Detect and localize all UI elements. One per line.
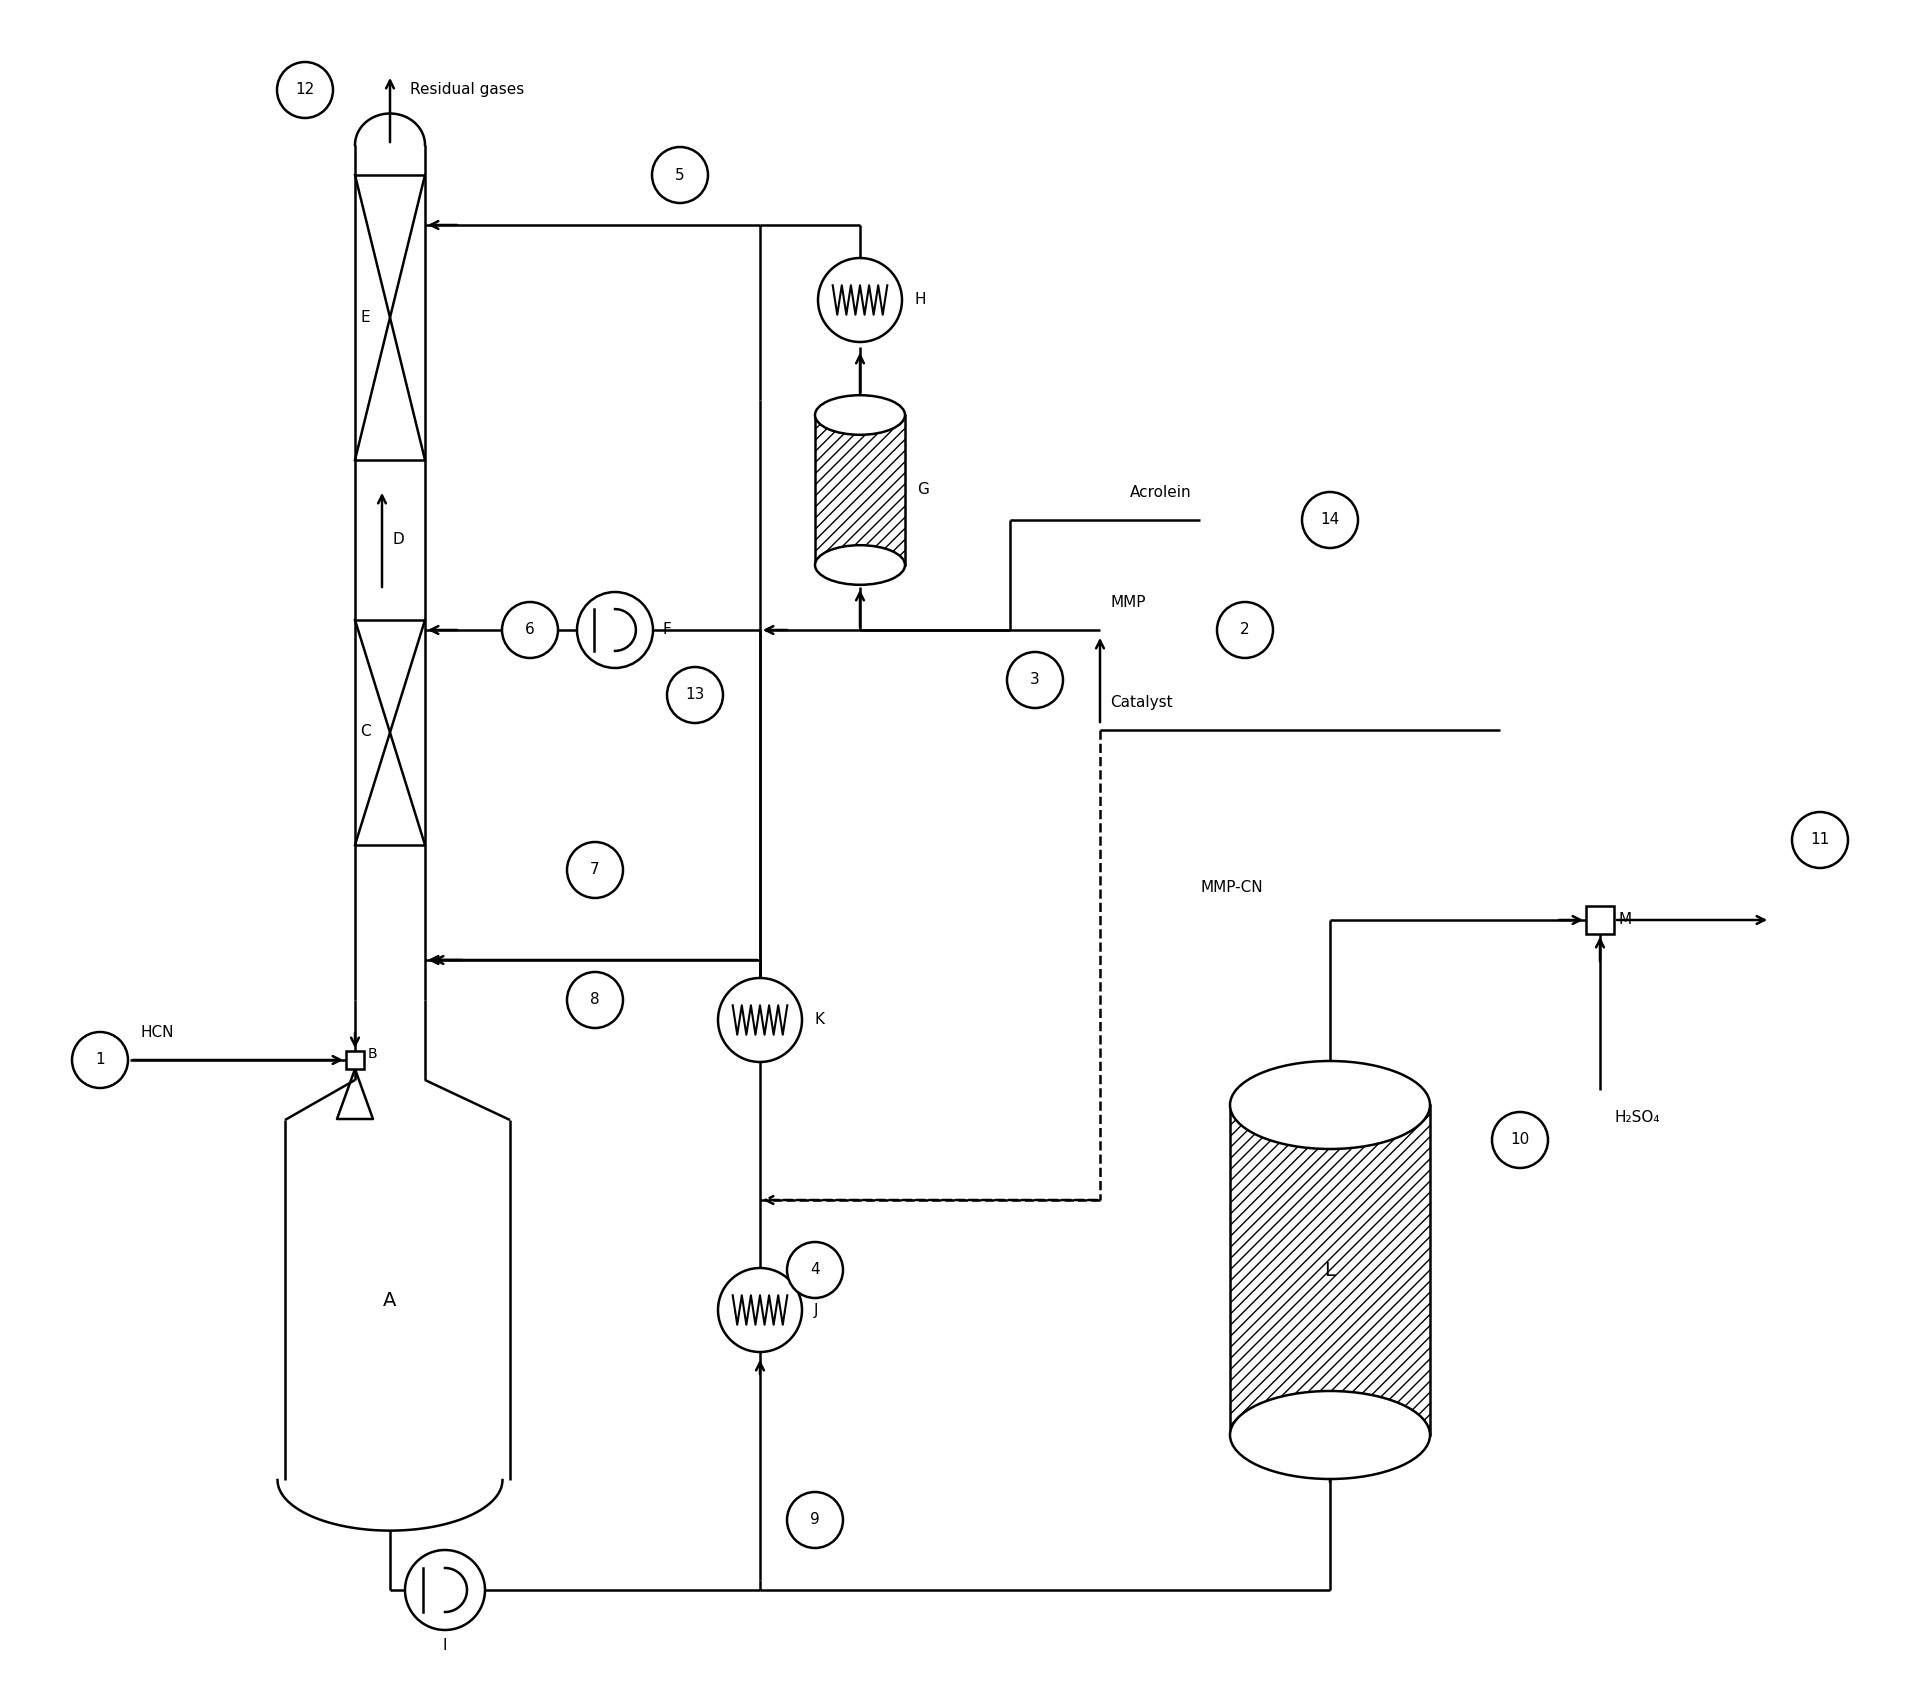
Circle shape: [652, 146, 708, 202]
Circle shape: [1303, 492, 1358, 548]
Text: 13: 13: [685, 687, 704, 703]
Circle shape: [406, 1550, 486, 1630]
Circle shape: [1217, 602, 1272, 658]
Text: 1: 1: [96, 1053, 105, 1068]
Bar: [815, 415, 905, 565]
Text: H: H: [914, 293, 926, 308]
Circle shape: [717, 1267, 802, 1352]
Text: F: F: [664, 623, 671, 638]
Text: M: M: [1618, 912, 1632, 927]
Text: 12: 12: [295, 83, 314, 97]
Ellipse shape: [1230, 1061, 1431, 1148]
Text: H₂SO₄: H₂SO₄: [1615, 1111, 1660, 1124]
Text: D: D: [392, 532, 404, 548]
Circle shape: [73, 1033, 128, 1089]
Text: MMP: MMP: [1110, 595, 1146, 611]
Circle shape: [786, 1242, 844, 1298]
Text: 9: 9: [809, 1512, 821, 1527]
Text: Residual gases: Residual gases: [409, 83, 524, 97]
Circle shape: [717, 978, 802, 1061]
Text: 7: 7: [591, 862, 601, 878]
Ellipse shape: [1230, 1391, 1431, 1478]
Circle shape: [1492, 1112, 1548, 1169]
Text: K: K: [815, 1012, 825, 1027]
Circle shape: [1006, 651, 1064, 708]
Text: 11: 11: [1810, 832, 1829, 847]
Text: Catalyst: Catalyst: [1110, 696, 1173, 709]
Circle shape: [1792, 811, 1848, 868]
Text: MMP-CN: MMP-CN: [1199, 879, 1263, 895]
Text: HCN: HCN: [140, 1026, 174, 1039]
Ellipse shape: [815, 546, 905, 585]
Bar: [815, 415, 905, 565]
Text: C: C: [360, 725, 371, 740]
Text: A: A: [383, 1291, 396, 1310]
Bar: [1586, 907, 1615, 934]
Text: 8: 8: [591, 992, 601, 1007]
Text: 4: 4: [811, 1262, 821, 1277]
Circle shape: [566, 971, 624, 1027]
Bar: [1230, 1106, 1431, 1436]
Ellipse shape: [815, 395, 905, 435]
Text: Acrolein: Acrolein: [1131, 485, 1192, 500]
Text: E: E: [360, 310, 369, 325]
Circle shape: [501, 602, 559, 658]
Circle shape: [578, 592, 652, 668]
Text: 3: 3: [1029, 672, 1041, 687]
Text: G: G: [916, 483, 930, 497]
Circle shape: [566, 842, 624, 898]
Bar: [346, 1051, 363, 1068]
Text: 14: 14: [1320, 512, 1339, 527]
Circle shape: [668, 667, 723, 723]
Text: 10: 10: [1511, 1133, 1530, 1148]
Bar: [1230, 1106, 1431, 1436]
Text: L: L: [1324, 1260, 1335, 1279]
Text: B: B: [367, 1048, 377, 1061]
Text: 6: 6: [526, 623, 536, 638]
Text: J: J: [815, 1303, 819, 1318]
Text: 2: 2: [1240, 623, 1249, 638]
Circle shape: [819, 259, 903, 342]
Text: 5: 5: [675, 167, 685, 182]
Circle shape: [786, 1492, 844, 1548]
Text: I: I: [442, 1638, 448, 1652]
Circle shape: [277, 61, 333, 117]
